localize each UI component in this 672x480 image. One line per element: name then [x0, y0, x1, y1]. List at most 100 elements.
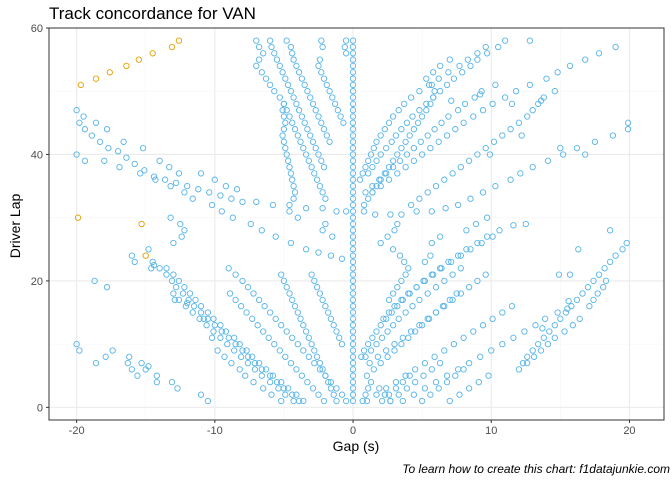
data-point — [289, 176, 296, 183]
data-point — [349, 372, 357, 379]
data-point — [92, 119, 100, 126]
data-point — [272, 315, 279, 322]
data-point — [287, 43, 295, 51]
data-point — [349, 322, 357, 329]
data-point — [232, 296, 239, 304]
data-point — [322, 195, 329, 202]
data-point — [398, 144, 405, 152]
data-point — [76, 347, 83, 354]
data-point — [401, 100, 408, 108]
data-point — [424, 132, 431, 139]
data-point — [420, 372, 427, 379]
data-point — [334, 107, 341, 114]
data-point — [431, 88, 438, 95]
data-point — [218, 208, 225, 215]
data-point — [394, 170, 401, 177]
data-point — [383, 144, 390, 152]
data-point — [417, 138, 424, 145]
data-point — [482, 144, 489, 152]
data-point — [170, 290, 177, 297]
plot-panel — [49, 28, 664, 420]
data-point — [249, 315, 256, 322]
data-point — [331, 100, 339, 108]
data-point — [457, 290, 464, 297]
data-point — [477, 353, 484, 360]
data-point — [463, 227, 470, 234]
data-point — [239, 277, 246, 285]
data-point — [302, 151, 310, 158]
data-point — [452, 126, 459, 133]
data-point — [384, 233, 391, 240]
data-point — [612, 252, 619, 259]
data-point — [557, 315, 564, 322]
data-point — [208, 201, 216, 209]
chart-title: Track concordance for VAN — [49, 4, 256, 23]
data-point — [278, 271, 285, 278]
data-point — [591, 138, 599, 145]
data-point — [454, 201, 462, 209]
data-point — [416, 88, 423, 95]
data-point — [222, 182, 230, 190]
data-point — [250, 290, 257, 297]
data-point — [135, 56, 142, 63]
data-point — [464, 56, 471, 63]
data-point — [326, 138, 333, 145]
data-point — [496, 227, 503, 234]
data-point — [341, 43, 348, 51]
data-point — [407, 201, 415, 209]
data-point — [197, 391, 205, 398]
data-point — [204, 309, 212, 316]
data-point — [181, 227, 188, 234]
data-point — [134, 372, 141, 379]
data-point — [465, 157, 473, 164]
data-point — [443, 378, 451, 386]
data-point — [280, 100, 288, 108]
data-point — [373, 391, 380, 398]
data-point — [395, 107, 402, 114]
data-point — [396, 157, 404, 164]
data-point — [349, 227, 357, 234]
data-point — [395, 315, 402, 322]
y-axis-title: Driver Lap — [7, 194, 23, 259]
data-point — [255, 56, 263, 63]
data-point — [450, 75, 458, 82]
data-point — [624, 119, 632, 126]
data-point — [363, 372, 371, 379]
data-point — [410, 144, 418, 152]
data-point — [102, 353, 109, 360]
data-point — [394, 284, 401, 291]
data-point — [258, 366, 265, 373]
data-point — [373, 138, 380, 145]
data-point — [594, 290, 601, 297]
data-point — [454, 252, 462, 259]
data-point — [161, 176, 169, 183]
data-point — [507, 126, 514, 133]
data-point — [360, 208, 368, 215]
data-point — [315, 151, 322, 158]
data-point — [150, 173, 158, 180]
data-point — [301, 119, 308, 126]
data-point — [519, 359, 527, 367]
data-point — [349, 126, 357, 133]
data-point — [312, 107, 319, 114]
data-point — [612, 43, 619, 51]
data-point — [349, 366, 357, 373]
data-point — [378, 334, 386, 341]
data-point — [349, 258, 357, 266]
data-point — [266, 372, 274, 379]
data-point — [431, 353, 438, 360]
data-point — [488, 347, 495, 354]
data-point — [456, 391, 463, 398]
data-point — [81, 126, 89, 133]
data-point — [448, 258, 455, 266]
data-point — [103, 126, 111, 133]
data-point — [283, 328, 290, 335]
data-point — [540, 334, 547, 341]
data-point — [210, 315, 217, 322]
data-point — [327, 378, 335, 386]
data-point — [373, 182, 380, 190]
data-point — [582, 56, 589, 63]
data-point — [192, 296, 199, 304]
data-point — [389, 290, 397, 297]
